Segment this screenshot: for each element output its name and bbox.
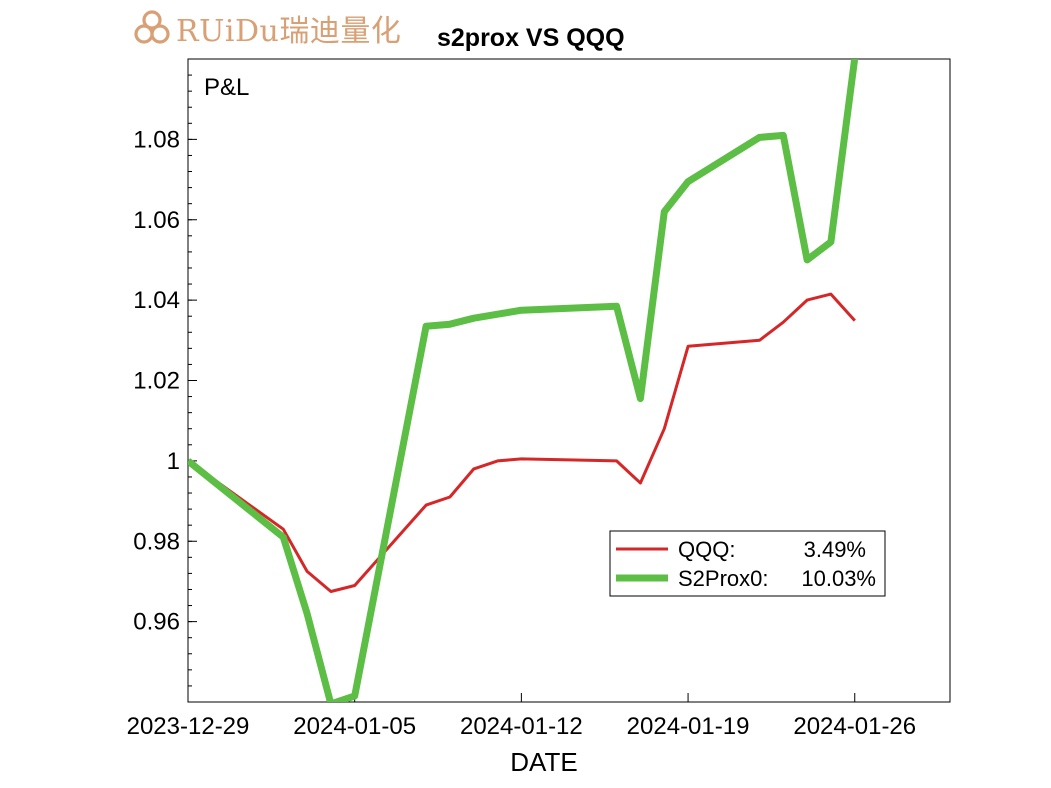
y-tick-label: 1.06 [133,207,180,234]
legend: QQQ: 3.49% S2Prox0: 10.03% [609,530,886,597]
series-layer [188,59,859,702]
trefoil-knot-logo-icon [134,10,170,44]
chart-title: s2prox VS QQQ [437,24,625,52]
y-tick-label: 0.96 [133,609,180,636]
y-axis-ticks: 0.96 0.98 1 1.02 1.04 1.06 1.08 [133,126,197,636]
y-tick-label: 1.04 [133,287,180,314]
y-tick-label: 1.02 [133,368,180,395]
y-axis-label: P&L [204,74,249,101]
x-tick-label: 2024-01-12 [460,713,583,740]
x-tick-label: 2024-01-19 [627,713,750,740]
y-tick-label: 0.98 [133,528,180,555]
x-axis-ticks: 2023-12-29 2024-01-05 2024-01-12 2024-01-19… [127,693,916,740]
legend-box [609,530,886,597]
series-line-1 [188,59,859,702]
x-tick-label: 2023-12-29 [127,713,250,740]
legend-value-qqq: 3.49% [804,537,866,562]
x-tick-label: 2024-01-05 [293,713,416,740]
x-axis-label: DATE [510,747,577,777]
legend-label-s2prox0: S2Prox0: [678,566,769,591]
logo: RUiDu瑞迪量化 [132,6,401,50]
x-tick-label: 2024-01-26 [793,713,916,740]
legend-value-s2prox0: 10.03% [801,566,876,591]
y-tick-label: 1 [167,448,180,475]
logo-text: RUiDu瑞迪量化 [176,14,402,49]
y-tick-label: 1.08 [133,126,180,153]
series-line-0 [188,292,856,593]
legend-label-qqq: QQQ: [678,537,735,562]
